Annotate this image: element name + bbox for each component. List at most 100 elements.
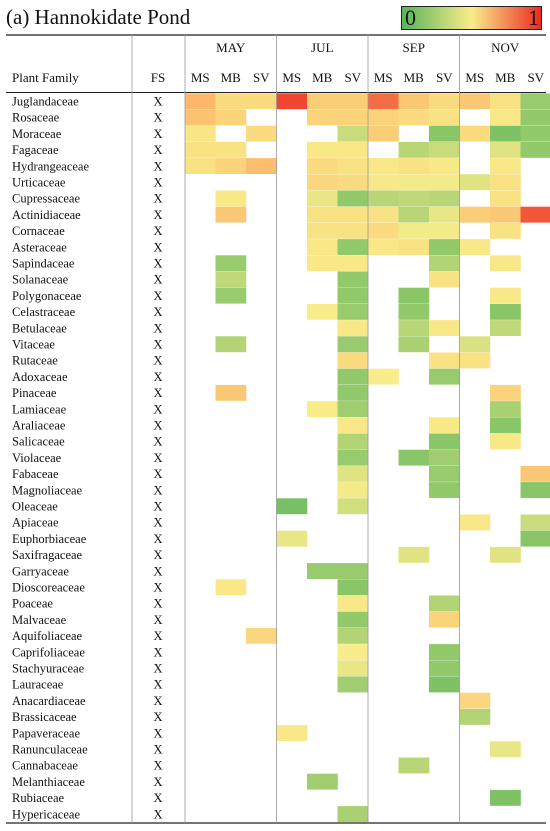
heatmap-cell: [368, 206, 399, 223]
row-label: Solanaceae: [12, 273, 69, 287]
heatmap-cell: [337, 320, 369, 336]
heatmap-cell: [307, 206, 338, 223]
heatmap-cell: [490, 141, 521, 158]
fs-mark: X: [153, 354, 162, 368]
row-label: Cupressaceae: [12, 192, 80, 206]
fs-mark: X: [153, 111, 162, 125]
heatmap-cell: [368, 190, 399, 207]
heatmap-cell: [429, 93, 460, 110]
heatmap-cell: [337, 433, 369, 450]
heatmap-cell: [429, 433, 460, 450]
heatmap-cell: [429, 158, 460, 174]
heatmap-cell: [215, 109, 247, 126]
heatmap-cell: [215, 206, 247, 223]
scale-max-label: 1: [528, 5, 539, 30]
heatmap-cell: [429, 222, 460, 239]
heatmap-cell: [337, 611, 369, 628]
row-label: Rutaceae: [12, 354, 58, 368]
heatmap-cell: [368, 93, 399, 110]
heatmap-cell: [429, 644, 460, 660]
heatmap-cell: [215, 93, 247, 110]
fs-mark: X: [153, 678, 162, 692]
fs-mark: X: [153, 483, 162, 497]
heatmap-cell: [307, 93, 338, 110]
row-label: Apiaceae: [12, 516, 59, 530]
heatmap-cell: [368, 158, 399, 174]
fs-mark: X: [153, 176, 162, 190]
heatmap-cell: [215, 190, 247, 207]
heatmap-cell: [215, 384, 247, 401]
heatmap-cell: [337, 482, 369, 498]
heatmap-cell: [398, 239, 430, 255]
fs-mark: X: [153, 159, 162, 173]
row-label: Saxifragaceae: [12, 548, 83, 562]
row-label: Malvaceae: [12, 613, 67, 627]
heatmap-cell: [368, 109, 399, 126]
fs-mark: X: [153, 662, 162, 676]
heatmap-cell: [246, 93, 277, 110]
heatmap-cell: [429, 449, 460, 466]
fs-mark: X: [153, 759, 162, 773]
heatmap-cell: [337, 449, 369, 466]
fs-mark: X: [153, 500, 162, 514]
column-label: SV: [344, 70, 361, 85]
row-label: Sapindaceae: [12, 257, 75, 271]
row-label: Asteraceae: [12, 240, 67, 254]
heatmap-cell: [520, 109, 550, 126]
fs-mark: X: [153, 224, 162, 238]
heatmap-cell: [459, 239, 491, 255]
heatmap-cell: [490, 174, 521, 191]
column-label: MS: [282, 70, 301, 85]
heatmap-cell: [398, 320, 430, 336]
heatmap-cell: [215, 158, 247, 174]
fs-mark: X: [153, 95, 162, 109]
fs-mark: X: [153, 743, 162, 757]
heatmap-cell: [307, 141, 338, 158]
month-label: SEP: [403, 40, 425, 55]
heatmap-cell: [185, 109, 216, 126]
row-label: Ranunculaceae: [12, 743, 88, 757]
heatmap-cell: [490, 158, 521, 174]
heatmap-cell: [429, 595, 460, 612]
heatmap-cell: [490, 125, 521, 142]
heatmap-cell: [337, 303, 369, 320]
heatmap-cell: [490, 320, 521, 336]
row-label: Hypericaceae: [12, 807, 80, 821]
column-label: MB: [221, 70, 242, 85]
heatmap-cell: [459, 692, 491, 709]
fs-mark: X: [153, 435, 162, 449]
column-label: MS: [465, 70, 484, 85]
fs-mark: X: [153, 694, 162, 708]
row-label: Vitaceae: [12, 338, 55, 352]
column-label: SV: [436, 70, 453, 85]
heatmap-cell: [337, 287, 369, 304]
heatmap-cell: [459, 352, 491, 369]
fs-mark: X: [153, 386, 162, 400]
fs-mark: X: [153, 645, 162, 659]
heatmap-cell: [459, 93, 491, 110]
heatmap-cell: [520, 93, 550, 110]
row-label: Garryaceae: [12, 564, 69, 578]
heatmap-cell: [337, 239, 369, 255]
row-label: Juglandaceae: [12, 95, 79, 109]
row-label: Celastraceae: [12, 305, 76, 319]
fs-mark: X: [153, 338, 162, 352]
heatmap-cell: [429, 206, 460, 223]
row-label: Brassicaceae: [12, 710, 77, 724]
row-label: Caprifoliaceae: [12, 645, 85, 659]
heatmap-cell: [337, 627, 369, 644]
heatmap-cell: [337, 158, 369, 174]
row-label: Stachyuraceae: [12, 662, 85, 676]
row-label: Dioscoreaceae: [12, 581, 85, 595]
row-label: Lauraceae: [12, 678, 64, 692]
heatmap-cell: [459, 708, 491, 725]
heatmap-cell: [246, 125, 277, 142]
heatmap-cell: [459, 514, 491, 531]
row-label: Salicaceae: [12, 435, 65, 449]
heatmap-cell: [398, 757, 430, 774]
row-label: Papaveraceae: [12, 726, 80, 740]
heatmap-cell: [337, 93, 369, 110]
fs-mark: X: [153, 807, 162, 821]
heatmap-cell: [307, 773, 338, 790]
month-label: NOV: [491, 40, 520, 55]
